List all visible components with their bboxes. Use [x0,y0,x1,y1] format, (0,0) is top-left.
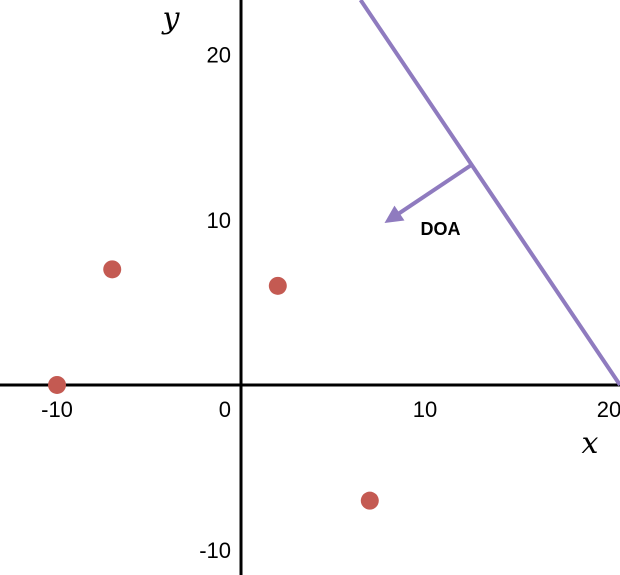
doa-arrow-head [384,205,405,224]
x-tick-label: 10 [413,397,437,422]
y-tick-label: 10 [207,208,231,233]
data-point [360,491,379,510]
doa-arrow-shaft [396,163,473,216]
x-tick-label: 0 [219,397,231,422]
y-tick-label: 20 [207,43,231,68]
boundary-line [358,0,620,387]
x-axis-label: x [582,426,599,461]
data-point [48,375,67,394]
data-point [268,276,287,295]
data-point [103,260,122,279]
x-tick-label: -10 [41,397,73,422]
y-tick-label: -10 [199,538,231,563]
data-points [48,260,379,510]
y-axis-label: y [161,1,181,36]
doa-label: DOA [421,219,461,239]
tick-labels: -10 0 10 20 -10 10 20 [41,43,620,564]
x-tick-label: 20 [597,397,620,422]
